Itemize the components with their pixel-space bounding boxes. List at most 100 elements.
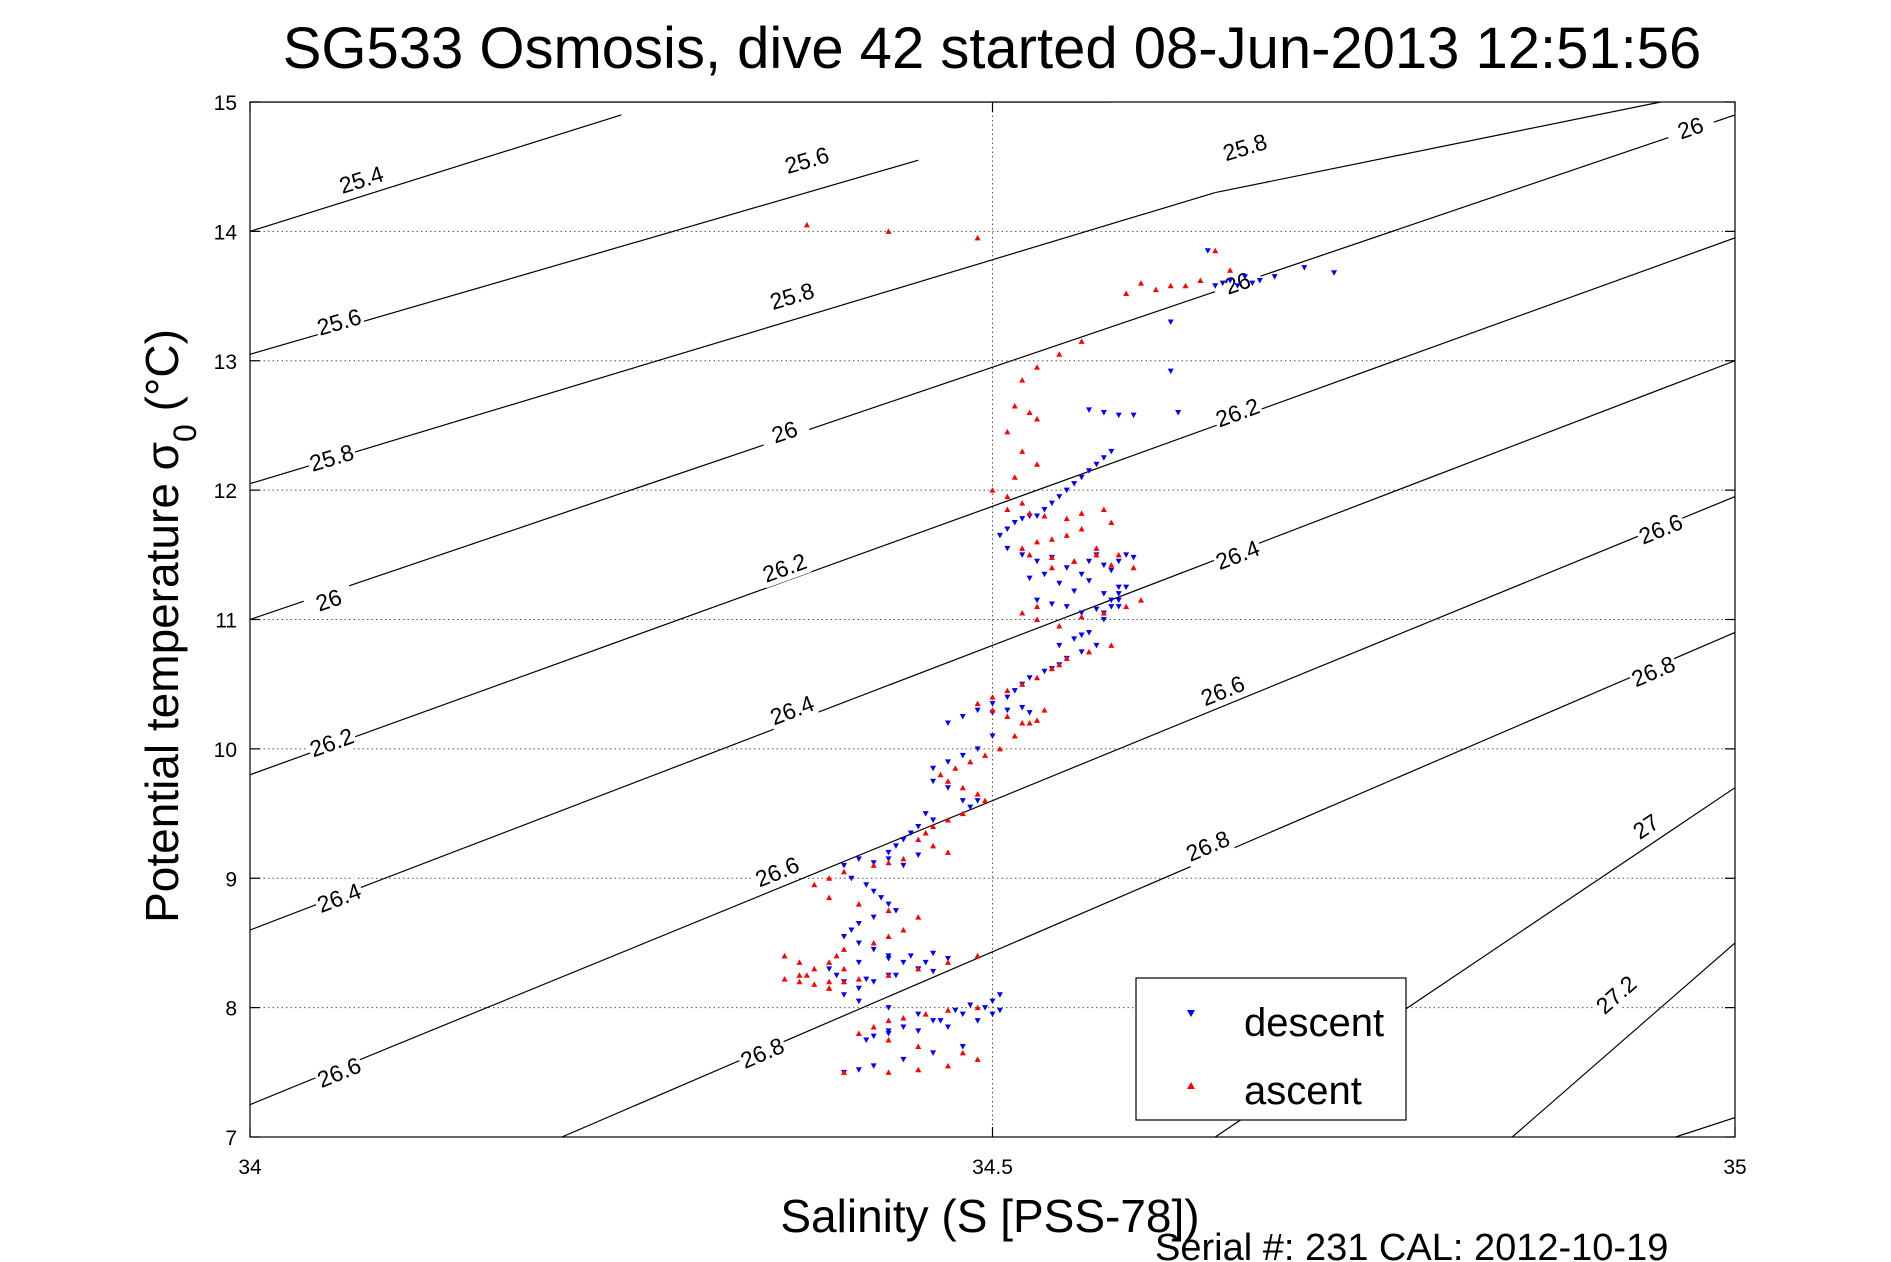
y-tick-label: 12 [214,480,237,503]
ascent-point [885,1036,892,1043]
ascent-point [1019,720,1026,726]
descent-point [885,849,892,856]
descent-point [900,959,907,966]
descent-point [1241,274,1248,280]
descent-point [1130,554,1137,561]
descent-point [848,927,855,933]
y-tick-label: 8 [225,998,237,1021]
ascent-point [959,1049,966,1056]
ascent-point [870,1024,877,1030]
ascent-point [944,1062,951,1069]
ascent-point [1063,515,1070,522]
ascent-point [781,976,788,982]
ascent-point [1048,564,1055,571]
descent-point [930,1018,937,1024]
legend-ascent-marker [1187,1082,1195,1089]
ascent-point [811,881,818,888]
ascent-point [803,221,810,228]
descent-point [1115,412,1122,419]
x-tick-label: 34.5 [972,1156,1013,1179]
ascent-point [1182,282,1189,289]
descent-point [937,1018,944,1024]
ascent-point [1004,493,1011,500]
ascent-point [885,1069,892,1075]
contour-line [250,191,1216,485]
descent-point [989,733,996,739]
descent-point [1071,588,1078,595]
ascent-point [915,1066,922,1073]
y-tick-label: 15 [214,92,237,115]
descent-point [1219,280,1226,287]
x-tick-label: 34 [238,1156,262,1179]
descent-point [870,1063,877,1069]
descent-point [1063,604,1070,610]
descent-point [974,707,981,714]
ascent-point [974,1004,981,1011]
descent-point [930,1050,937,1056]
descent-point [930,950,937,957]
ascent-point [826,985,833,991]
ascent-point [1227,267,1234,273]
ascent-point [1041,707,1048,713]
descent-point [1078,649,1085,655]
descent-point [915,824,922,830]
descent-point [841,862,847,869]
descent-point [1004,694,1011,701]
ascent-point [1056,351,1063,357]
ascent-point [855,1030,862,1036]
ascent-point [900,1014,907,1021]
ascent-point [826,978,833,985]
descent-point [915,1011,922,1018]
ascent-point [826,959,833,965]
descent-point [1086,407,1093,413]
descent-point [855,998,862,1005]
descent-point [1130,412,1137,419]
descent-point [959,1043,966,1050]
descent-point [1086,629,1093,636]
descent-point [892,972,899,979]
descent-point [892,843,899,849]
ascent-point [959,784,966,791]
ascent-point [1100,610,1107,616]
descent-point [930,968,937,975]
ascent-point [1041,513,1048,519]
descent-point [1056,580,1063,587]
ascent-point [1138,597,1144,603]
ascent-point [1034,538,1041,545]
descent-point [1078,610,1085,617]
ascent-point [974,791,981,797]
ascent-point [1004,506,1011,513]
descent-point [848,875,855,882]
legend-descent-label: descent [1244,1001,1384,1045]
descent-point [915,1028,922,1034]
descent-point [900,862,907,869]
ascent-point [974,952,981,959]
contour-line [250,360,1735,931]
ascent-point [937,771,944,778]
ascent-point [930,842,937,849]
ascent-point [1167,282,1174,289]
ascent-point [796,978,803,985]
descent-point [1093,461,1100,468]
descent-point [878,895,885,901]
ascent-point [1034,616,1041,622]
descent-point [944,785,951,791]
ascent-point [796,972,803,978]
contour-label-bg [1218,127,1272,167]
ascent-point [1078,613,1085,620]
descent-point [996,532,1003,539]
descent-point [826,966,833,972]
ascent-point [1019,610,1026,616]
contour-label-bg [311,1051,367,1094]
ascent-point [1197,277,1204,284]
ascent-point [915,836,922,842]
descent-point [1100,617,1107,623]
ascent-point [855,976,862,982]
ascent-point [870,862,877,868]
descent-point [892,908,899,914]
ascent-point [1011,732,1018,739]
ascent-point [944,817,951,823]
descent-point [930,778,937,785]
ascent-point [1100,506,1107,513]
ascent-point [1152,286,1159,293]
